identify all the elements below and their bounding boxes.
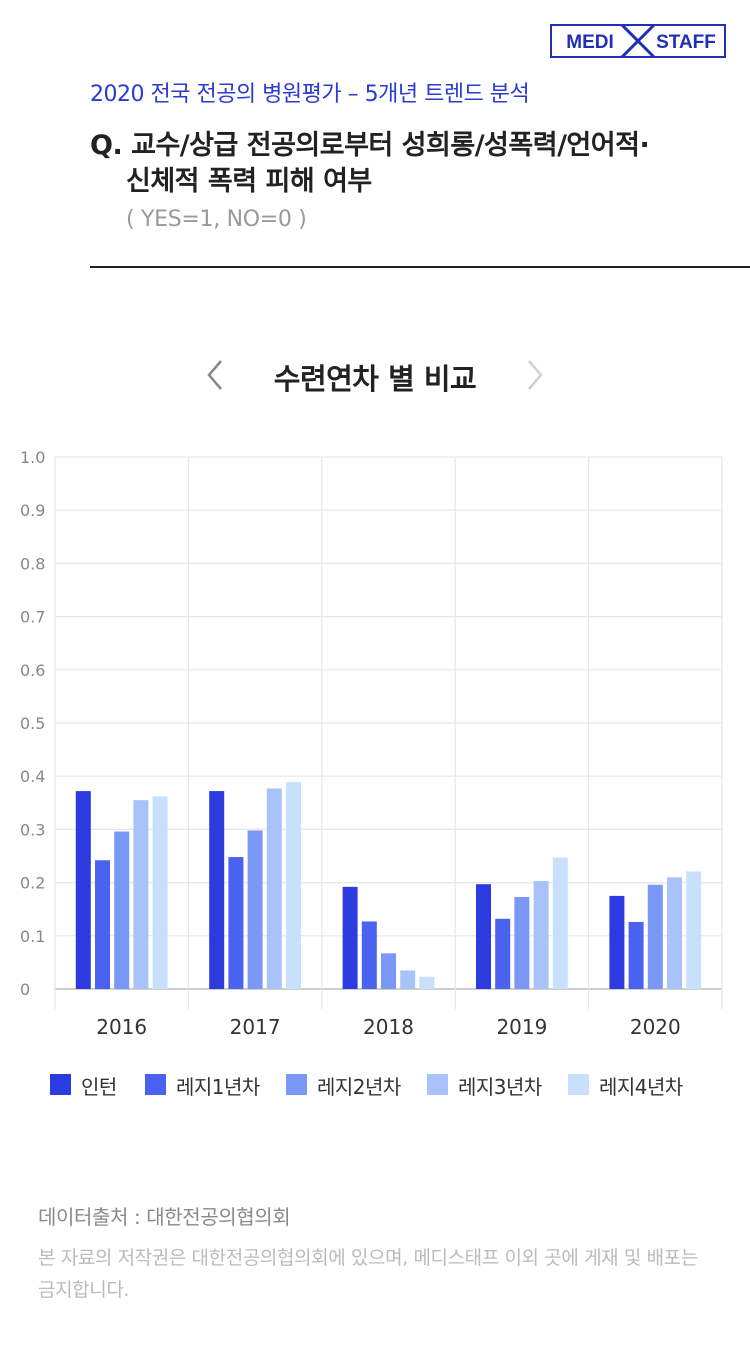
- legend-swatch: [286, 1074, 307, 1095]
- bar: [533, 881, 549, 989]
- bar: [361, 921, 377, 989]
- y-tick-label: 1.0: [20, 448, 45, 467]
- bar: [514, 896, 530, 989]
- copyright-notice: 본 자료의 저작권은 대한전공의협의회에 있으며, 메디스태프 이외 곳에 게재…: [38, 1247, 698, 1301]
- logo-text-medi: MEDI: [566, 32, 614, 53]
- bar: [686, 871, 702, 989]
- y-tick-label: 0.6: [20, 661, 45, 680]
- data-source: 데이터출처 : 대한전공의협의회: [38, 1205, 291, 1229]
- survey-question: Q. 교수/상급 전공의로부터 성희롱/성폭력/언어적· 신체적 폭력 피해 여…: [90, 128, 730, 200]
- bar: [342, 886, 358, 989]
- legend-label: 레지3년차: [458, 1075, 542, 1099]
- legend-label: 레지4년차: [599, 1075, 683, 1099]
- bar: [266, 788, 282, 989]
- y-tick-label: 0: [20, 980, 30, 999]
- bar: [552, 857, 568, 989]
- x-tick-label: 2020: [630, 1015, 681, 1039]
- question-line-2: 신체적 폭력 피해 여부: [126, 166, 372, 197]
- legend-label: 레지1년차: [176, 1075, 260, 1099]
- x-tick-label: 2017: [230, 1015, 281, 1039]
- y-tick-label: 0.1: [20, 927, 45, 946]
- bar: [114, 831, 130, 989]
- chevron-left-icon[interactable]: [200, 358, 230, 392]
- header-divider: [90, 266, 750, 268]
- bar: [476, 884, 491, 989]
- bar: [152, 796, 168, 989]
- bar: [228, 857, 244, 989]
- chevron-right-icon[interactable]: [520, 358, 550, 392]
- legend-swatch: [568, 1074, 589, 1095]
- bar: [647, 884, 663, 989]
- y-tick-label: 0.2: [20, 874, 45, 893]
- bar: [419, 976, 435, 989]
- bar: [75, 791, 91, 989]
- bar: [133, 800, 149, 989]
- bar: [628, 921, 644, 989]
- logo-text-staff: STAFF: [656, 32, 716, 53]
- medistaff-logo: MEDI STAFF: [550, 24, 726, 58]
- bar: [286, 782, 301, 989]
- y-tick-label: 0.5: [20, 714, 45, 733]
- section-switcher: 수련연차 별 비교: [0, 350, 750, 400]
- x-tick-label: 2018: [363, 1015, 414, 1039]
- bar: [609, 895, 625, 989]
- bar: [247, 830, 263, 989]
- legend-label: 인턴: [81, 1075, 117, 1099]
- bar: [667, 877, 682, 989]
- legend-swatch: [50, 1074, 71, 1095]
- bar: [381, 953, 396, 989]
- section-title: 수련연차 별 비교: [273, 362, 477, 396]
- x-tick-label: 2016: [96, 1015, 147, 1039]
- y-tick-label: 0.8: [20, 554, 45, 573]
- bar-chart: 0 0.1 0.2 0.3 0.4 0.5 0.6 0.7 0.8 0.9 1.0 2016 2017 2…: [20, 448, 723, 1039]
- y-tick-label: 0.9: [20, 501, 45, 520]
- bar: [400, 970, 416, 989]
- scale-note: ( YES=1, NO=0 ): [126, 207, 307, 232]
- y-tick-label: 0.3: [20, 820, 45, 839]
- y-tick-label: 0.4: [20, 767, 45, 786]
- bar: [495, 918, 511, 989]
- legend-swatch: [145, 1074, 166, 1095]
- bar: [95, 860, 110, 989]
- report-subtitle: 2020 전국 전공의 병원평가 – 5개년 트렌드 분석: [90, 82, 530, 107]
- question-line-1: Q. 교수/상급 전공의로부터 성희롱/성폭력/언어적·: [90, 130, 650, 161]
- y-tick-label: 0.7: [20, 608, 45, 627]
- legend-swatch: [427, 1074, 448, 1095]
- x-tick-label: 2019: [496, 1015, 547, 1039]
- legend-label: 레지2년차: [317, 1075, 401, 1099]
- bar: [209, 791, 225, 989]
